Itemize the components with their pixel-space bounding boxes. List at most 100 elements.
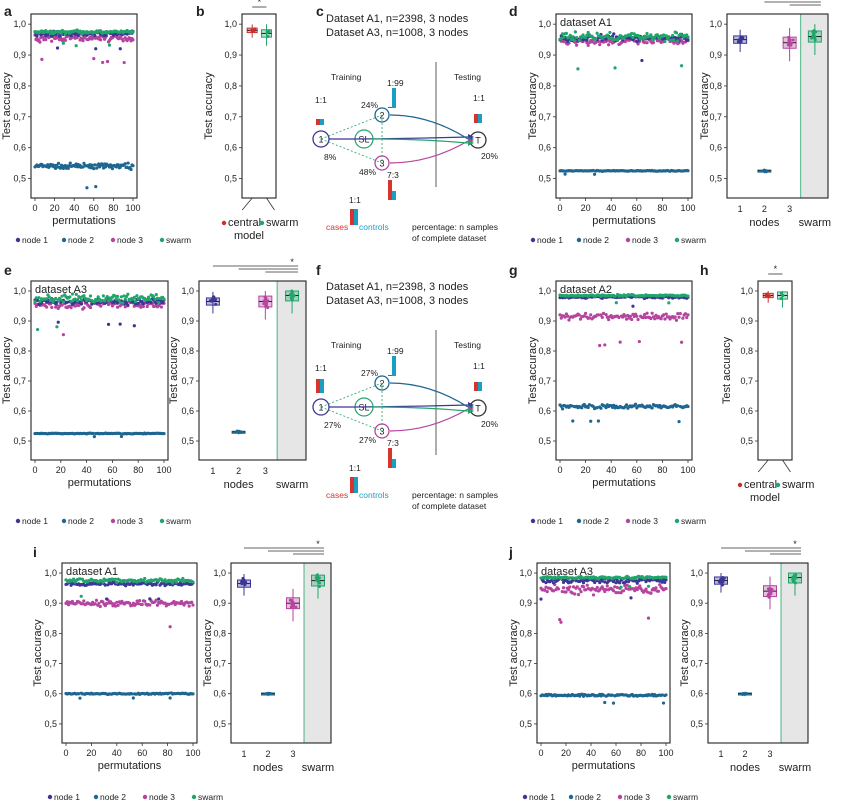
point-node-3 <box>566 588 571 592</box>
point-node-3 <box>134 602 138 606</box>
x-tick-label: 0 <box>557 465 562 475</box>
x-axis-label: permutations <box>68 477 132 489</box>
y-tick-label: 0,9 <box>13 50 26 60</box>
significance-star: * <box>316 539 320 549</box>
y-tick-label: 0,9 <box>181 316 194 326</box>
flow-arrow <box>328 136 469 140</box>
node-1-ratio-label: 1:1 <box>315 95 327 105</box>
scatter-j-legend-marker <box>617 794 623 800</box>
box-point <box>242 579 246 583</box>
node-3-percent: 48% <box>359 167 376 177</box>
significance-star: * <box>258 0 262 7</box>
point-node-3 <box>626 313 630 318</box>
x-tick-label: 20 <box>86 748 96 758</box>
y-tick-label: 0,7 <box>213 659 226 669</box>
dataset-line-1: Dataset A1, n=2398, 3 nodes <box>326 13 469 25</box>
point-swarm <box>143 576 147 581</box>
box-point <box>779 291 783 295</box>
swarm-legend-label: swarm <box>266 217 298 229</box>
point-swarm <box>59 31 64 35</box>
central-model-label: central <box>228 217 261 229</box>
scatter-i-legend-label: swarm <box>198 792 223 801</box>
box-point <box>265 29 269 33</box>
point-node-3 <box>121 39 125 43</box>
point-node-1 <box>604 37 608 41</box>
point-node-3 <box>681 316 685 320</box>
panel-title: dataset A1 <box>66 566 118 578</box>
box-point <box>763 169 767 173</box>
node-3-controls-bar <box>392 191 396 200</box>
panel-label-a: a <box>4 3 12 19</box>
point-node-2 <box>92 434 96 439</box>
box-point <box>767 594 771 598</box>
y-tick-label: 1,0 <box>690 568 703 578</box>
point-swarm <box>665 293 670 297</box>
swarm-shade <box>800 13 829 199</box>
point-node-2 <box>56 161 61 165</box>
point-node-3 <box>573 592 577 596</box>
point-node-1 <box>103 583 107 587</box>
point-node-3 <box>680 340 684 344</box>
point-swarm <box>655 33 659 37</box>
y-tick-label: 0,5 <box>213 719 226 729</box>
box-point <box>317 585 321 589</box>
point-node-3 <box>644 315 648 320</box>
point-node-3 <box>607 318 611 322</box>
point-swarm <box>631 35 635 40</box>
point-swarm <box>594 37 598 41</box>
point-node-1 <box>660 580 664 584</box>
y-tick-label: 0,7 <box>13 112 26 122</box>
swarm-axis-label: swarm <box>302 762 334 774</box>
point-swarm <box>123 297 127 301</box>
y-tick-label: 0,5 <box>13 174 26 184</box>
point-node-2 <box>658 403 662 408</box>
point-swarm <box>103 299 107 303</box>
point-node-3 <box>115 305 120 309</box>
point-node-1 <box>154 583 158 587</box>
point-swarm <box>35 327 40 332</box>
x-tick-label: 40 <box>69 203 79 213</box>
point-node-3 <box>127 601 132 605</box>
y-tick-label: 0,8 <box>181 346 194 356</box>
point-node-1 <box>593 580 597 585</box>
point-node-3 <box>581 585 586 589</box>
x-tick-label: 40 <box>82 465 92 475</box>
point-node-3 <box>98 604 102 609</box>
point-node-3 <box>135 599 139 603</box>
scatter-g-legend-label: node 2 <box>583 516 609 526</box>
point-swarm <box>126 292 130 296</box>
point-node-3 <box>66 603 71 607</box>
box-point <box>211 297 215 301</box>
box-point <box>788 39 792 43</box>
node-1-percent: 8% <box>324 152 337 162</box>
box-point <box>718 579 722 583</box>
panel-label-h: h <box>700 262 709 278</box>
point-node-3 <box>614 591 618 595</box>
box-point <box>721 580 725 584</box>
box-point <box>316 577 320 581</box>
x-tick-label: 100 <box>156 465 171 475</box>
point-node-1 <box>95 301 99 305</box>
point-swarm <box>595 31 599 35</box>
point-swarm <box>33 299 37 304</box>
scatter-a-y-axis-label: Test accuracy <box>1 72 13 140</box>
category-leader <box>782 459 791 473</box>
point-swarm <box>82 294 86 298</box>
scatter-d-legend-marker <box>576 237 582 243</box>
point-node-2 <box>123 162 127 166</box>
point-node-3 <box>685 315 689 320</box>
scatter-i-legend-marker <box>93 794 99 800</box>
test-controls-bar <box>478 114 482 123</box>
x-tick-label: 80 <box>108 203 118 213</box>
y-tick-label: 0,9 <box>519 598 532 608</box>
point-swarm <box>619 585 623 589</box>
point-node-3 <box>544 585 548 589</box>
test-cases-bar <box>474 382 478 391</box>
point-node-1 <box>618 581 622 585</box>
point-swarm <box>564 31 569 36</box>
scatter-e-legend-marker <box>159 518 165 524</box>
point-node-3 <box>633 589 637 593</box>
dataset-line-1: Dataset A1, n=2398, 3 nodes <box>326 281 469 293</box>
point-node-1 <box>35 34 39 38</box>
point-swarm <box>575 35 579 40</box>
